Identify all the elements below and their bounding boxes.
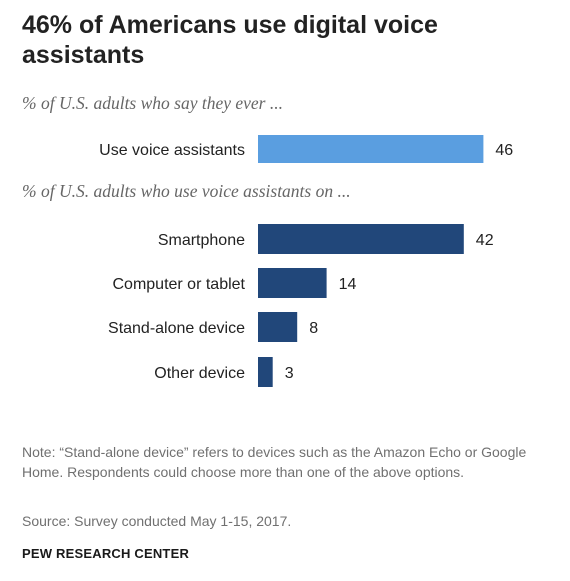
- bar: [258, 357, 273, 387]
- chart-subtitle-2: % of U.S. adults who use voice assistant…: [22, 181, 351, 201]
- value-label: 8: [309, 320, 318, 337]
- category-label: Stand-alone device: [108, 320, 245, 337]
- chart-note: Note: “Stand-alone device” refers to dev…: [22, 444, 527, 480]
- chart-subtitle-1: % of U.S. adults who say they ever ...: [22, 93, 283, 113]
- value-label: 42: [476, 232, 494, 249]
- value-label: 3: [285, 365, 294, 382]
- category-label: Other device: [154, 365, 245, 382]
- category-label: Computer or tablet: [112, 276, 245, 293]
- pew-logo-text: PEW RESEARCH CENTER: [22, 546, 190, 561]
- bar-chart: Use voice assistants 46 Smartphone 42 Comput…: [99, 135, 513, 387]
- category-label: Smartphone: [158, 232, 245, 249]
- category-label: Use voice assistants: [99, 142, 245, 159]
- value-label: 14: [339, 276, 357, 293]
- chart-title: 46% of Americans use digital voice assis…: [22, 11, 438, 69]
- bar: [258, 312, 298, 342]
- bar: [258, 135, 484, 163]
- bar: [258, 224, 464, 254]
- chart-source: Source: Survey conducted May 1-15, 2017.: [22, 513, 292, 529]
- value-label: 46: [495, 142, 513, 159]
- bar: [258, 268, 327, 298]
